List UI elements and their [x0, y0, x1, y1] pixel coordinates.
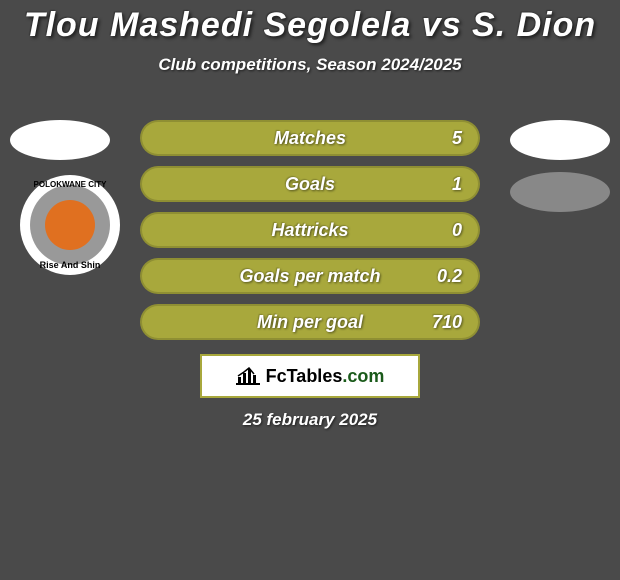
- stat-bar-label: Goals per match: [239, 266, 380, 287]
- footer-brand-name: FcTables: [266, 366, 343, 386]
- stat-bar-matches: Matches 5: [140, 120, 480, 156]
- stat-bar-hattricks: Hattricks 0: [140, 212, 480, 248]
- club-badge-left-bottom-text: Rise And Shin: [20, 260, 120, 270]
- club-badge-left-core: [45, 200, 95, 250]
- footer-brand-suffix: .com: [342, 366, 384, 386]
- bar-chart-icon: [236, 367, 260, 385]
- page-title: Tlou Mashedi Segolela vs S. Dion: [0, 6, 620, 45]
- stat-bar-label: Min per goal: [257, 312, 363, 333]
- club-badge-left: POLOKWANE CITY Rise And Shin: [20, 175, 120, 275]
- player-right-avatar: [510, 120, 610, 160]
- stat-bar-label: Goals: [285, 174, 335, 195]
- player-left-avatar: [10, 120, 110, 160]
- club-badge-left-top-text: POLOKWANE CITY: [20, 180, 120, 189]
- stat-bar-label: Hattricks: [271, 220, 348, 241]
- footer-brand-box: FcTables.com: [200, 354, 420, 398]
- stat-bar-value: 0.2: [437, 266, 462, 287]
- stat-bars: Matches 5 Goals 1 Hattricks 0 Goals per …: [140, 120, 480, 350]
- root: Tlou Mashedi Segolela vs S. Dion Club co…: [0, 0, 620, 580]
- date-text: 25 february 2025: [0, 410, 620, 430]
- stat-bar-goals-per-match: Goals per match 0.2: [140, 258, 480, 294]
- footer-brand-text: FcTables.com: [266, 366, 385, 387]
- stat-bar-label: Matches: [274, 128, 346, 149]
- stat-bar-goals: Goals 1: [140, 166, 480, 202]
- stat-bar-value: 0: [452, 220, 462, 241]
- stat-bar-value: 710: [432, 312, 462, 333]
- page-subtitle: Club competitions, Season 2024/2025: [0, 55, 620, 75]
- stat-bar-value: 1: [452, 174, 462, 195]
- club-badge-right: [510, 172, 610, 212]
- stat-bar-value: 5: [452, 128, 462, 149]
- stat-bar-min-per-goal: Min per goal 710: [140, 304, 480, 340]
